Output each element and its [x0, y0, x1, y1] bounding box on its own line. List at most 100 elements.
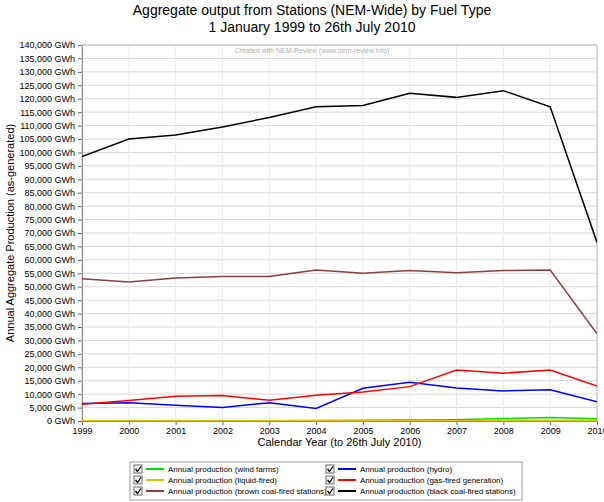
tick-mark	[78, 246, 82, 247]
tick-label: 30,000 GWh	[24, 336, 75, 346]
tick-label: 2001	[166, 426, 186, 436]
legend-checkbox[interactable]	[134, 487, 142, 495]
legend-item[interactable]: Annual production (black coal-fired stat…	[326, 487, 516, 496]
grid-line	[269, 45, 270, 421]
legend-item[interactable]: Annual production (gas-fired generation)	[326, 476, 504, 485]
grid-line	[82, 407, 597, 408]
tick-label: 120,000 GWh	[19, 94, 75, 104]
tick-label: 15,000 GWh	[24, 376, 75, 386]
tick: 35,000 GWh	[24, 322, 82, 332]
tick: 30,000 GWh	[24, 336, 82, 346]
legend-swatch	[146, 490, 164, 492]
y-axis-title: Annual Aggregate Production (as-generate…	[4, 124, 16, 342]
tick-label: 2009	[541, 426, 561, 436]
tick-label: 60,000 GWh	[24, 255, 75, 265]
subtitle: 1 January 1999 to 26th July 2010	[208, 19, 415, 35]
tick: 2004	[307, 421, 327, 436]
legend-checkbox[interactable]	[326, 476, 334, 484]
tick-mark	[597, 421, 598, 425]
grid-line	[82, 286, 597, 287]
tick-label: 70,000 GWh	[24, 228, 75, 238]
tick-label: 2004	[307, 426, 327, 436]
tick: 130,000 GWh	[19, 67, 82, 77]
legend-item[interactable]: Annual production (liquid-fired)	[134, 476, 277, 485]
tick: 95,000 GWh	[24, 161, 82, 171]
grid-line	[82, 71, 597, 72]
legend-swatch	[146, 468, 164, 470]
tick: 2003	[260, 421, 280, 436]
lines	[82, 91, 597, 421]
annotation: Created with NEM-Review (www.nem-review.…	[235, 47, 389, 55]
tick-mark	[78, 206, 82, 207]
legend-label: Annual production (black coal-fired stat…	[360, 487, 516, 496]
tick-label: 95,000 GWh	[24, 161, 75, 171]
legend-item[interactable]: Annual production (hydro)	[326, 465, 452, 474]
tick-mark	[82, 421, 83, 425]
tick-label: 80,000 GWh	[24, 202, 75, 212]
tick-mark	[78, 99, 82, 100]
tick-mark	[78, 421, 82, 422]
tick-label: 100,000 GWh	[19, 148, 75, 158]
legend: Annual production (wind farms) Annual pro…	[130, 462, 522, 500]
tick-label: 2005	[353, 426, 373, 436]
tick-mark	[363, 421, 364, 425]
legend-check	[328, 467, 334, 472]
legend-label: Annual production (hydro)	[360, 465, 452, 474]
grid-line	[82, 112, 597, 113]
tick-mark	[78, 233, 82, 234]
tick-label: 65,000 GWh	[24, 242, 75, 252]
tick-mark	[176, 421, 177, 425]
x-axis-title: Calendar Year (to 26th July 2010)	[258, 436, 422, 448]
tick-mark	[78, 394, 82, 395]
tick-label: 25,000 GWh	[24, 349, 75, 359]
tick-mark	[78, 139, 82, 140]
tick: 2007	[447, 421, 467, 436]
tick: 25,000 GWh	[24, 349, 82, 359]
tick-label: 35,000 GWh	[24, 322, 75, 332]
tick-mark	[78, 166, 82, 167]
grid-line	[82, 85, 597, 86]
tick: 20,000 GWh	[24, 363, 82, 373]
tick-label: 55,000 GWh	[24, 269, 75, 279]
legend-label: Annual production (gas-fired generation)	[360, 476, 504, 485]
tick: 110,000 GWh	[20, 121, 82, 131]
tick: 50,000 GWh	[24, 282, 82, 292]
tick-mark	[78, 112, 82, 113]
grid-line	[222, 45, 223, 421]
tick-mark	[550, 421, 551, 425]
legend-checkbox[interactable]	[134, 465, 142, 473]
tick: 2000	[119, 421, 139, 436]
tick-mark	[78, 126, 82, 127]
tick-mark	[457, 421, 458, 425]
tick-label: 85,000 GWh	[24, 188, 75, 198]
legend-swatch	[338, 490, 356, 492]
tick-label: 2003	[260, 426, 280, 436]
tick: 115,000 GWh	[20, 108, 82, 118]
legend-label: Annual production (liquid-fired)	[168, 476, 277, 485]
tick-mark	[78, 152, 82, 153]
series-line	[82, 420, 597, 421]
grid-line	[82, 340, 597, 341]
tick-label: 20,000 GWh	[24, 363, 75, 373]
legend-item[interactable]: Annual production (brown coal-fired stat…	[134, 487, 327, 496]
grid-line	[82, 367, 597, 368]
tick-mark	[316, 421, 317, 425]
grid-line	[82, 192, 597, 193]
series-line	[82, 418, 597, 421]
legend-checkbox[interactable]	[326, 487, 334, 495]
tick-label: 2002	[213, 426, 233, 436]
tick-label: 2007	[447, 426, 467, 436]
legend-checkbox[interactable]	[134, 476, 142, 484]
grid-line	[82, 313, 597, 314]
tick: 85,000 GWh	[24, 188, 82, 198]
series-line	[82, 91, 597, 243]
grid-line	[82, 327, 597, 328]
tick: 2010	[587, 421, 604, 436]
tick-mark	[78, 179, 82, 180]
legend-item[interactable]: Annual production (wind farms)	[134, 465, 279, 474]
tick-label: 10,000 GWh	[24, 390, 75, 400]
grid-line	[82, 380, 597, 381]
legend-checkbox[interactable]	[326, 465, 334, 473]
tick: 2008	[494, 421, 514, 436]
plot: 0 GWh5,000 GWh10,000 GWh15,000 GWh20,000…	[19, 40, 604, 436]
